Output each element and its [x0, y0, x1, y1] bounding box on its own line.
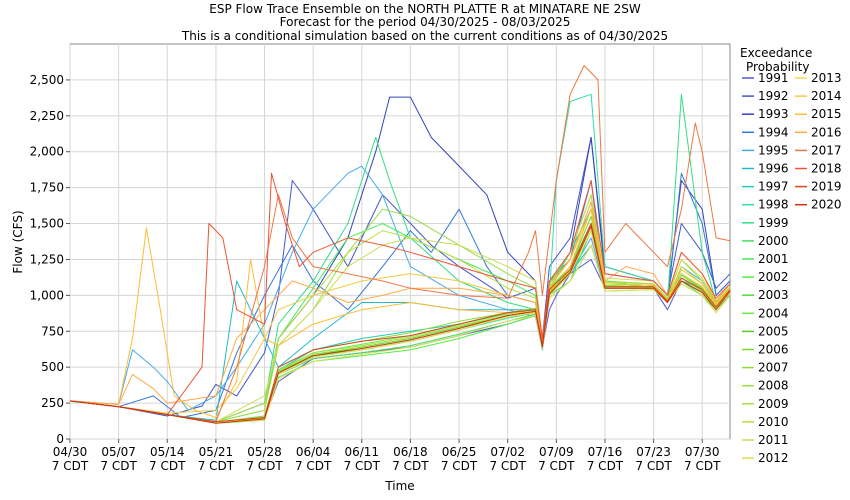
x-tick-label-date: 07/30 — [685, 445, 720, 459]
legend-label-1996: 1996 — [758, 162, 789, 176]
x-tick-label-date: 06/04 — [296, 445, 331, 459]
y-tick-label: 1,750 — [30, 181, 64, 195]
legend-label-1999: 1999 — [758, 216, 789, 230]
legend-label-1997: 1997 — [758, 180, 789, 194]
legend-label-2000: 2000 — [758, 234, 789, 248]
y-tick-label: 2,000 — [30, 145, 64, 159]
x-tick-label-date: 05/21 — [199, 445, 234, 459]
y-tick-label: 1,500 — [30, 217, 64, 231]
x-tick-label-time: 7 CDT — [295, 459, 332, 473]
legend-label-2008: 2008 — [758, 379, 789, 393]
x-tick-label-time: 7 CDT — [52, 459, 89, 473]
series-line-2019 — [69, 223, 731, 423]
series-line-2008 — [69, 194, 731, 423]
legend-label-2005: 2005 — [758, 324, 789, 338]
legend-label-2018: 2018 — [811, 162, 842, 176]
x-tick-label-time: 7 CDT — [149, 459, 186, 473]
x-tick-label-date: 07/02 — [490, 445, 525, 459]
series-line-2017 — [69, 65, 731, 423]
legend-label-1994: 1994 — [758, 125, 789, 139]
legend-label-2004: 2004 — [758, 306, 789, 320]
series-line-2018 — [69, 172, 731, 416]
x-tick-label-time: 7 CDT — [441, 459, 478, 473]
x-tick-label-date: 06/25 — [442, 445, 477, 459]
x-tick-label-date: 05/28 — [247, 445, 282, 459]
legend-label-2006: 2006 — [758, 343, 789, 357]
x-tick-label-time: 7 CDT — [100, 459, 137, 473]
chart-subtitle-conditions: This is a conditional simulation based o… — [181, 29, 668, 43]
grid-lines — [69, 44, 730, 440]
y-axis-label: Flow (CFS) — [11, 210, 25, 273]
legend-label-2017: 2017 — [811, 143, 842, 157]
series-line-2020 — [69, 225, 731, 424]
y-tick-label: 1,250 — [30, 252, 64, 266]
legend-label-2001: 2001 — [758, 252, 789, 266]
x-tick-label-date: 06/11 — [344, 445, 379, 459]
x-tick-label-date: 04/30 — [53, 445, 88, 459]
legend-label-1993: 1993 — [758, 107, 789, 121]
y-tick-label: 500 — [41, 360, 64, 374]
legend-label-2014: 2014 — [811, 89, 842, 103]
y-tick-label: 2,500 — [30, 73, 64, 87]
x-tick-label-time: 7 CDT — [198, 459, 235, 473]
legend-label-2015: 2015 — [811, 107, 842, 121]
legend-label-2002: 2002 — [758, 270, 789, 284]
y-tick-label: 250 — [41, 396, 64, 410]
legend-title-line1: Exceedance — [740, 46, 812, 60]
x-tick-label-time: 7 CDT — [684, 459, 721, 473]
x-tick-label-date: 07/23 — [636, 445, 671, 459]
y-axis: 0 250 500 750 1,000 1,250 1,500 1,750 2,000 2,250… — [30, 73, 70, 446]
plot-area — [69, 43, 731, 440]
legend-label-2011: 2011 — [758, 433, 789, 447]
x-tick-label-time: 7 CDT — [635, 459, 672, 473]
y-tick-label: 2,250 — [30, 109, 64, 123]
legend-label-2003: 2003 — [758, 288, 789, 302]
y-tick-label: 0 — [56, 432, 64, 446]
legend-title-line2: Probability — [746, 60, 809, 74]
x-tick-label-time: 7 CDT — [489, 459, 526, 473]
legend-label-1998: 1998 — [758, 198, 789, 212]
x-tick-label-date: 07/16 — [588, 445, 623, 459]
legend-label-2007: 2007 — [758, 361, 789, 375]
legend-label-1992: 1992 — [758, 89, 789, 103]
legend-label-2012: 2012 — [758, 451, 789, 465]
x-tick-label-time: 7 CDT — [587, 459, 624, 473]
legend-label-1995: 1995 — [758, 143, 789, 157]
x-tick-label-date: 06/18 — [393, 445, 428, 459]
y-tick-label: 1,000 — [30, 288, 64, 302]
x-tick-label-date: 05/07 — [101, 445, 136, 459]
x-tick-label-date: 05/14 — [150, 445, 185, 459]
series-lines — [69, 65, 731, 424]
chart-subtitle-period: Forecast for the period 04/30/2025 - 08/… — [280, 15, 571, 29]
legend: Exceedance Probability 1991 1992 1993 1994 1… — [740, 46, 842, 465]
y-tick-label: 750 — [41, 324, 64, 338]
series-line-2012 — [69, 244, 731, 423]
chart-title: ESP Flow Trace Ensemble on the NORTH PLA… — [209, 2, 641, 16]
legend-label-1991: 1991 — [758, 71, 789, 85]
x-axis-label: Time — [384, 479, 414, 493]
x-tick-label-time: 7 CDT — [538, 459, 575, 473]
legend-label-2019: 2019 — [811, 180, 842, 194]
x-tick-label-time: 7 CDT — [246, 459, 283, 473]
x-tick-label-time: 7 CDT — [344, 459, 381, 473]
legend-label-2013: 2013 — [811, 71, 842, 85]
legend-label-2016: 2016 — [811, 125, 842, 139]
series-line-2010 — [69, 201, 731, 423]
series-line-2015 — [69, 208, 731, 418]
series-line-2016 — [69, 201, 731, 405]
legend-label-2020: 2020 — [811, 198, 842, 212]
x-tick-label-date: 07/09 — [539, 445, 574, 459]
chart-title-block: ESP Flow Trace Ensemble on the NORTH PLA… — [181, 2, 668, 43]
legend-label-2010: 2010 — [758, 415, 789, 429]
legend-label-2009: 2009 — [758, 397, 789, 411]
x-tick-label-time: 7 CDT — [392, 459, 429, 473]
